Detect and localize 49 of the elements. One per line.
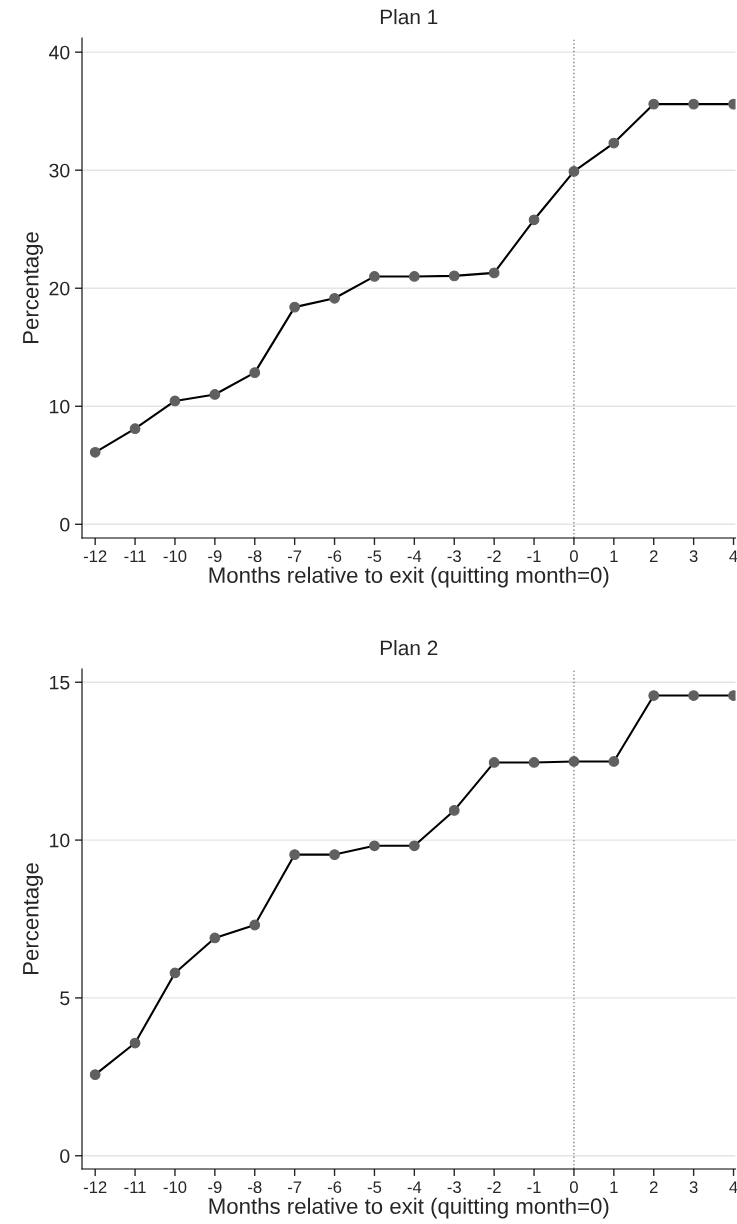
- x-tick-label: 3: [689, 1181, 698, 1194]
- x-tick-label: -10: [163, 1181, 187, 1194]
- y-tick-label: 0: [60, 517, 70, 532]
- x-tick-label: -4: [407, 550, 422, 562]
- x-tick-label: -12: [83, 550, 107, 562]
- x-tick-label: -10: [163, 550, 187, 563]
- y-tick-label: 30: [49, 163, 70, 178]
- x-tick-label: -12: [83, 1181, 107, 1193]
- x-tick-label: 4: [729, 1181, 737, 1193]
- x-tick-label: -4: [407, 1181, 422, 1193]
- chart-title: Plan 2: [380, 640, 438, 656]
- x-axis-title: Months relative to exit (quitting month=0): [209, 1197, 609, 1219]
- x-tick-label: -11: [124, 1181, 146, 1193]
- y-tick-label: 10: [50, 833, 70, 848]
- x-tick-label: 3: [689, 550, 698, 563]
- x-tick-label: -6: [327, 1181, 342, 1194]
- x-tick-label: -11: [124, 550, 146, 562]
- y-tick-label: 0: [60, 1149, 70, 1163]
- x-tick-label: 0: [569, 1181, 578, 1194]
- y-axis-title: Percentage: [23, 863, 44, 974]
- x-tick-label: -2: [487, 550, 501, 562]
- y-tick-label: 40: [49, 45, 70, 60]
- x-tick-label: -5: [367, 550, 382, 563]
- x-tick-label: -8: [248, 1181, 262, 1194]
- y-axis-title: Percentage: [23, 232, 44, 343]
- x-tick-label: -3: [447, 550, 461, 563]
- x-tick-label: 4: [729, 550, 737, 562]
- x-tick-label: -2: [487, 1181, 501, 1193]
- y-tick-label: 10: [50, 399, 70, 414]
- x-tick-label: 2: [649, 1181, 658, 1193]
- y-tick-label: 5: [60, 991, 70, 1006]
- y-tick-label: 15: [50, 675, 70, 690]
- x-tick-label: -7: [287, 1181, 302, 1193]
- chart-title: Plan 1: [380, 9, 438, 25]
- y-tick-label: 20: [49, 281, 70, 296]
- x-tick-label: 2: [649, 550, 658, 562]
- x-tick-label: -3: [447, 1181, 461, 1194]
- x-axis-title: Months relative to exit (quitting month=0): [209, 566, 609, 588]
- x-tick-label: -6: [327, 550, 342, 563]
- x-tick-label: -5: [367, 1181, 382, 1194]
- x-tick-label: -9: [208, 550, 222, 563]
- x-tick-label: -1: [527, 550, 541, 562]
- x-tick-label: -7: [287, 550, 302, 562]
- x-tick-label: 1: [610, 1181, 618, 1193]
- x-tick-label: -9: [208, 1181, 222, 1194]
- x-tick-label: -1: [527, 1181, 541, 1193]
- x-tick-label: 1: [610, 550, 618, 562]
- x-tick-label: -8: [248, 550, 262, 563]
- x-tick-label: 0: [569, 550, 578, 563]
